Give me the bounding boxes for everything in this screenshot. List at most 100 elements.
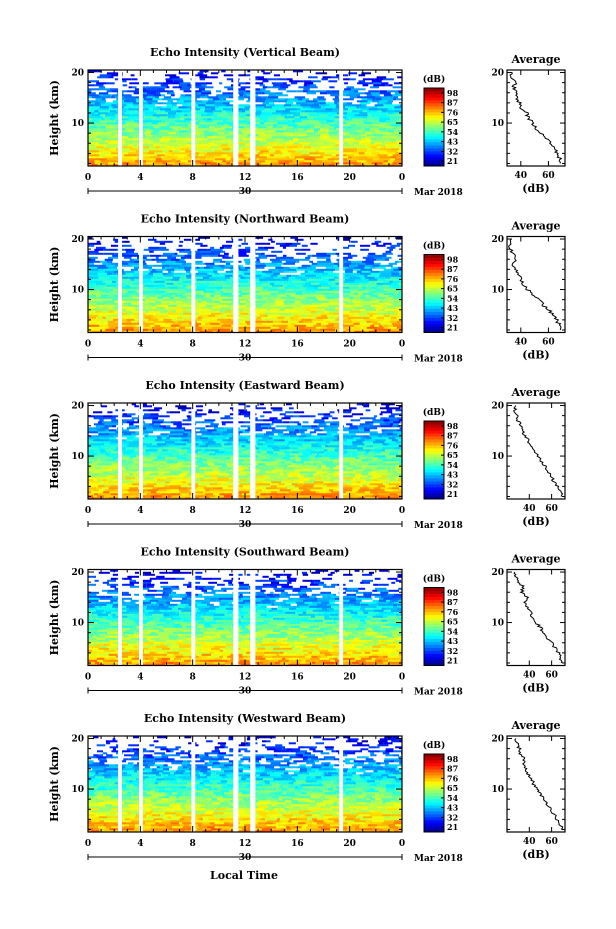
x-tick-label: 12 xyxy=(239,839,252,849)
colorbar-tick-label: 76 xyxy=(447,607,459,617)
average-x-tick-label: 40 xyxy=(523,504,536,514)
colorbar-tick-label: 32 xyxy=(447,812,458,822)
data-gap xyxy=(118,236,122,333)
average-y-tick-label: 10 xyxy=(491,286,504,296)
x-tick-label: 8 xyxy=(190,839,196,849)
colorbar-tick-label: 32 xyxy=(447,146,458,156)
y-tick-label: 10 xyxy=(71,286,84,296)
colorbar-tick-label: 87 xyxy=(447,98,458,108)
x-tick-label: 0 xyxy=(399,673,405,683)
data-gap xyxy=(339,736,344,832)
x-tick-label: 0 xyxy=(85,839,91,849)
colorbar xyxy=(423,753,445,833)
colorbar-tick-label: 32 xyxy=(447,479,458,489)
colorbar-tick-label: 43 xyxy=(447,470,459,480)
colorbar-tick-label: 87 xyxy=(447,431,458,441)
x-tick-label: 8 xyxy=(190,673,196,683)
data-gap xyxy=(139,403,143,499)
average-title: Average xyxy=(510,53,560,66)
x-tick-label: 20 xyxy=(343,506,356,516)
x-tick-label: 0 xyxy=(399,340,405,350)
colorbar-tick-label: 54 xyxy=(447,626,459,636)
average-x-label: (dB) xyxy=(522,182,549,195)
date-tick-label: 30 xyxy=(239,853,252,863)
colorbar-unit: (dB) xyxy=(423,74,445,85)
data-gap xyxy=(191,569,196,666)
average-title: Average xyxy=(510,386,560,399)
average-x-tick-label: 40 xyxy=(515,338,528,348)
y-tick-label: 10 xyxy=(71,619,84,629)
heatmap xyxy=(88,403,402,500)
data-gap xyxy=(118,70,122,166)
data-gap xyxy=(233,70,239,166)
colorbar-tick-label: 65 xyxy=(447,450,458,460)
x-tick-label: 16 xyxy=(291,340,304,350)
colorbar-tick-label: 76 xyxy=(447,773,459,783)
average-y-tick-label: 20 xyxy=(491,402,504,412)
x-tick-label: 8 xyxy=(190,173,196,183)
colorbar-tick-label: 98 xyxy=(447,88,459,98)
y-axis-label: Height (km) xyxy=(48,247,61,323)
x-tick-label: 8 xyxy=(190,506,196,516)
heatmap xyxy=(88,736,402,833)
panel-2: Echo Intensity (Northward Beam) 10 20 Heigh… xyxy=(48,213,566,365)
data-gap xyxy=(191,403,196,499)
average-title: Average xyxy=(510,719,560,732)
date-tick-label: 30 xyxy=(239,520,252,530)
average-x-tick-label: 40 xyxy=(523,837,536,847)
x-tick-label: 16 xyxy=(291,673,304,683)
y-tick-label: 20 xyxy=(71,235,84,245)
colorbar-tick-label: 21 xyxy=(447,656,458,666)
colorbar xyxy=(423,87,445,167)
colorbar-tick-label: 21 xyxy=(447,489,458,499)
colorbar-tick-label: 98 xyxy=(447,254,459,264)
colorbar-tick-label: 98 xyxy=(447,587,459,597)
colorbar-unit: (dB) xyxy=(423,241,445,252)
y-tick-label: 20 xyxy=(71,402,84,412)
date-tick-label: 30 xyxy=(239,354,252,364)
colorbar-unit: (dB) xyxy=(423,740,445,751)
colorbar-tick-label: 65 xyxy=(447,617,458,627)
y-tick-label: 20 xyxy=(71,69,84,79)
data-gap xyxy=(339,569,344,666)
colorbar-tick-label: 76 xyxy=(447,274,459,284)
data-gap xyxy=(191,236,196,333)
x-tick-label: 16 xyxy=(291,506,304,516)
data-gap xyxy=(118,569,122,666)
colorbar xyxy=(423,254,445,333)
average-x-tick-label: 60 xyxy=(542,338,555,348)
heatmap xyxy=(88,569,402,666)
data-gap xyxy=(139,236,143,333)
data-gap xyxy=(191,736,196,832)
data-gap xyxy=(233,403,239,499)
x-tick-label: 0 xyxy=(399,173,405,183)
y-axis-label: Height (km) xyxy=(48,580,61,656)
average-frame xyxy=(506,235,566,334)
average-x-tick-label: 40 xyxy=(523,671,536,681)
y-axis-label: Height (km) xyxy=(48,80,61,156)
x-tick-label: 12 xyxy=(239,506,252,516)
average-x-tick-label: 60 xyxy=(545,671,558,681)
data-gap xyxy=(250,569,256,666)
x-tick-label: 0 xyxy=(85,340,91,350)
y-tick-label: 10 xyxy=(71,119,84,129)
average-x-label: (dB) xyxy=(522,682,549,695)
x-tick-label: 20 xyxy=(343,673,356,683)
colorbar-tick-label: 21 xyxy=(447,156,458,166)
y-tick-label: 20 xyxy=(71,735,84,745)
average-profile-line xyxy=(508,238,562,331)
x-tick-label: 16 xyxy=(291,839,304,849)
panel-title: Echo Intensity (Eastward Beam) xyxy=(145,379,344,392)
colorbar-tick-label: 65 xyxy=(447,284,458,294)
y-tick-label: 10 xyxy=(71,785,84,795)
average-x-tick-label: 60 xyxy=(545,504,558,514)
x-tick-label: 20 xyxy=(343,340,356,350)
colorbar-tick-label: 87 xyxy=(447,264,458,274)
colorbar-unit: (dB) xyxy=(423,574,445,585)
average-frame xyxy=(506,402,566,500)
colorbar-tick-label: 43 xyxy=(447,803,459,813)
average-x-label: (dB) xyxy=(522,349,549,362)
x-tick-label: 4 xyxy=(137,673,143,683)
panel-title: Echo Intensity (Westward Beam) xyxy=(144,712,346,725)
panel-title: Echo Intensity (Southward Beam) xyxy=(141,546,350,559)
